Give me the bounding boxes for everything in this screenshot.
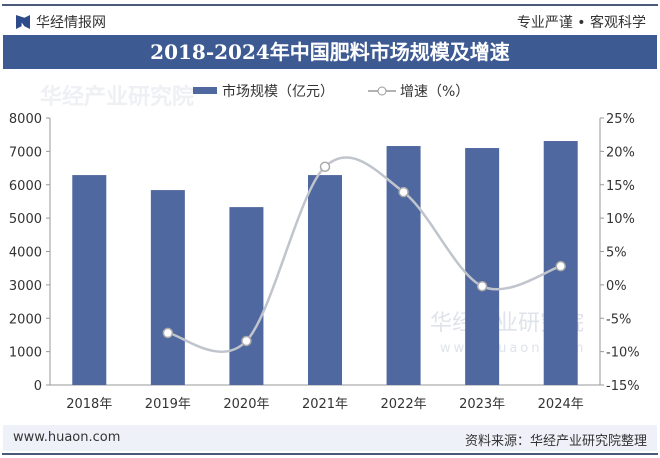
- legend-bar-swatch: [193, 87, 217, 94]
- x-tick-label: 2019年: [145, 397, 191, 412]
- left-tick-label: 1000: [9, 346, 42, 361]
- left-tick-label: 4000: [9, 246, 42, 261]
- bar-2020年: [229, 207, 264, 385]
- growth-point: [398, 186, 409, 198]
- watermark: 华经产业研究院: [40, 84, 194, 110]
- right-tick-label: 25%: [606, 112, 635, 127]
- left-tick-label: 7000: [9, 145, 42, 160]
- top-rule: [2, 4, 658, 6]
- brand: 华经情报网: [16, 12, 106, 32]
- slogan: 专业严谨 • 客观科学: [516, 15, 646, 31]
- bar-2022年: [386, 146, 421, 385]
- bottom-rule: [2, 453, 658, 455]
- x-tick-label: 2022年: [381, 397, 427, 412]
- bar-2023年: [465, 148, 500, 385]
- footer-source: 资料来源：华经产业研究院整理: [464, 434, 647, 449]
- brand-name: 华经情报网: [36, 15, 106, 31]
- left-tick-label: 6000: [9, 179, 42, 194]
- x-tick-label: 2023年: [459, 397, 505, 412]
- left-tick-label: 3000: [9, 279, 42, 294]
- right-tick-label: 10%: [606, 212, 635, 227]
- left-tick-label: 8000: [9, 112, 42, 127]
- left-tick-label: 2000: [9, 312, 42, 327]
- bar-2018年: [72, 175, 107, 385]
- right-tick-label: -5%: [606, 312, 631, 327]
- legend-line-label: 增速（%）: [400, 84, 469, 100]
- right-tick-label: 5%: [606, 246, 627, 261]
- right-tick-label: -10%: [606, 346, 640, 361]
- bar-2021年: [308, 175, 342, 385]
- growth-point: [555, 260, 566, 272]
- right-tick-label: 15%: [606, 179, 635, 194]
- chart-title: 2018-2024年中国肥料市场规模及增速: [3, 35, 657, 69]
- growth-point: [476, 280, 488, 292]
- x-tick-label: 2020年: [223, 397, 269, 412]
- legend-bar-label: 市场规模（亿元）: [222, 83, 334, 100]
- footer: www.huaon.com 资料来源：华经产业研究院整理: [3, 425, 657, 451]
- brand-logo-icon: [16, 15, 30, 29]
- left-tick-label: 5000: [9, 212, 42, 227]
- left-tick-label: 0: [34, 379, 42, 394]
- x-tick-label: 2024年: [538, 397, 584, 412]
- right-tick-label: 20%: [606, 145, 635, 160]
- x-tick-label: 2021年: [302, 397, 348, 412]
- growth-point: [241, 335, 252, 347]
- growth-point: [162, 327, 174, 339]
- growth-point: [319, 161, 331, 172]
- legend-line-marker: [377, 86, 387, 96]
- x-tick-label: 2018年: [66, 397, 112, 412]
- right-tick-label: 0%: [606, 279, 627, 294]
- right-tick-label: -15%: [606, 379, 640, 394]
- bar-2019年: [150, 190, 185, 385]
- footer-website: www.huaon.com: [13, 430, 121, 445]
